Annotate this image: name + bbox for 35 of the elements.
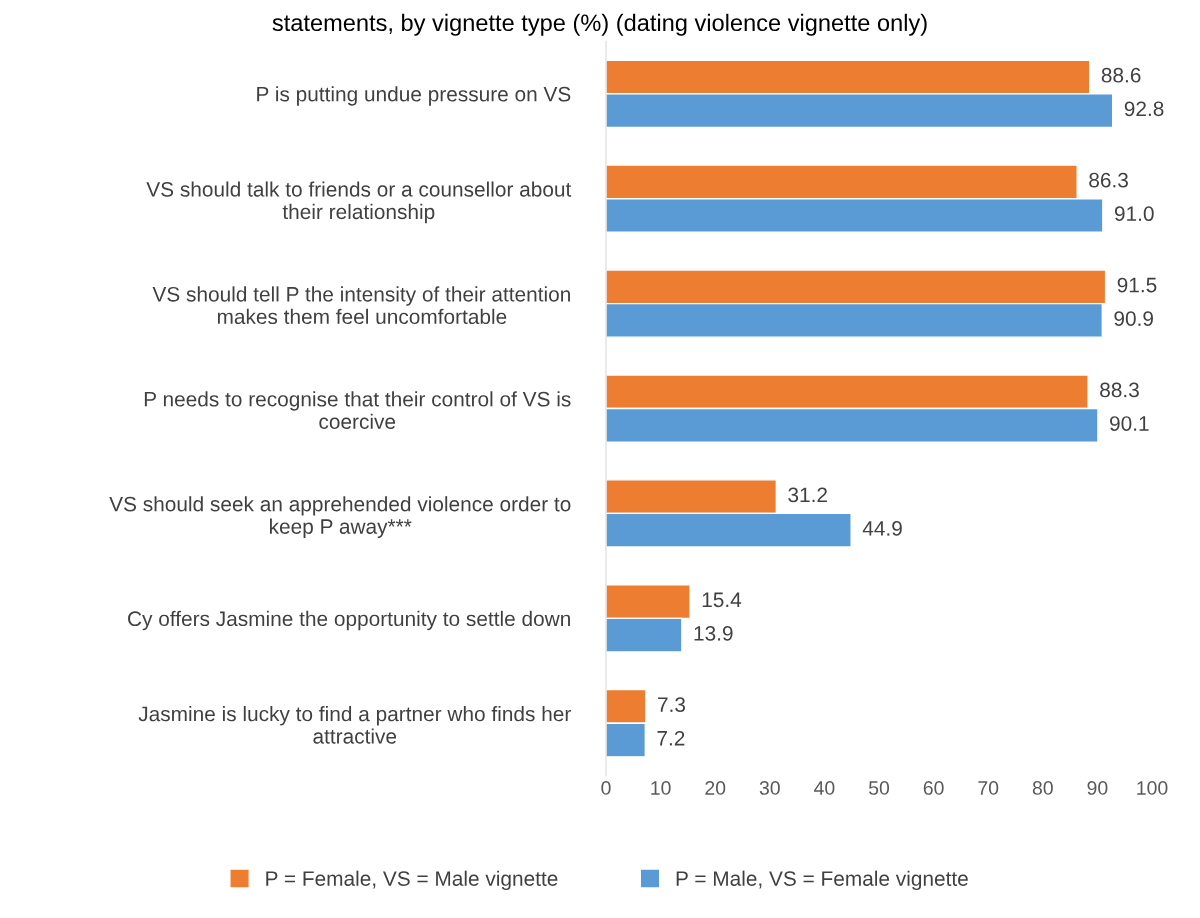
data-label: 88.6 (1101, 67, 1141, 83)
data-label: 91.5 (1117, 277, 1157, 293)
x-tick-label: 70 (978, 781, 999, 795)
x-tick-label: 30 (759, 781, 780, 795)
data-label: 7.2 (657, 730, 685, 746)
y-tick-label: Cy offers Jasmine the opportunity to settle down (128, 610, 570, 631)
data-label: 86.3 (1089, 172, 1128, 188)
data-label: 88.3 (1100, 382, 1139, 398)
y-tick-label: P needs to recognise that their control of VS is coercive (144, 391, 571, 429)
y-tick-label: VS should tell P the intensity of their attention makes them feel uncomfortable (152, 286, 570, 325)
x-tick-label: 90 (1087, 781, 1108, 795)
data-label: 90.9 (1114, 311, 1153, 326)
data-label: 7.3 (658, 697, 686, 713)
x-tick-label: 0 (601, 781, 611, 795)
x-tick-label: 20 (705, 781, 726, 795)
y-tick-label: Jasmine is lucky to find a partner who finds her attractive (138, 705, 571, 744)
legend-label: P = Female, VS = Male vignette (266, 870, 558, 891)
data-label: 92.8 (1124, 101, 1164, 117)
data-label: 13.9 (694, 625, 733, 641)
data-label: 31.2 (788, 487, 827, 503)
y-tick-label: VS should seek an apprehended violence order to keep P away*** (109, 496, 571, 539)
chart-title: statements, by vignette type (%) (dating violence vignette only) (272, 13, 927, 36)
x-tick-label: 60 (923, 781, 944, 795)
data-label: 90.1 (1110, 416, 1149, 431)
data-label: 15.4 (702, 592, 742, 608)
x-tick-label: 50 (868, 781, 890, 795)
y-tick-label: VS should talk to friends or a counsellor about their relationship (146, 181, 572, 224)
data-label: 91.0 (1114, 206, 1154, 222)
x-tick-label: 80 (1032, 781, 1053, 795)
data-label: 44.9 (862, 521, 902, 536)
y-tick-label: P is putting undue pressure on VS (257, 86, 571, 106)
x-tick-label: 100 (1137, 781, 1168, 795)
x-tick-label: 10 (651, 781, 671, 795)
x-tick-label: 40 (814, 781, 835, 795)
legend-label: P = Male, VS = Female vignette (676, 870, 968, 891)
